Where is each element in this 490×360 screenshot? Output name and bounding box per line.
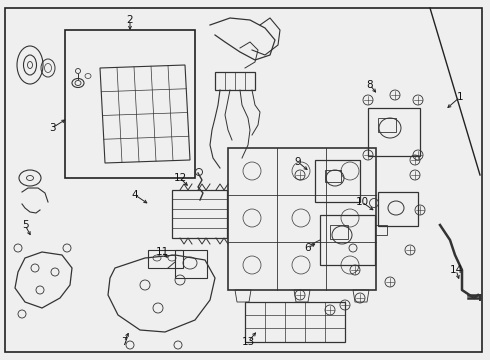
Bar	[175, 250, 207, 278]
Text: 1: 1	[457, 92, 464, 102]
Text: 14: 14	[449, 265, 463, 275]
Text: 5: 5	[22, 220, 28, 230]
Bar	[368, 108, 420, 156]
Text: 11: 11	[155, 247, 169, 257]
Text: 2: 2	[127, 15, 133, 25]
Bar	[378, 118, 396, 132]
Bar	[228, 148, 376, 290]
Text: 4: 4	[132, 190, 138, 200]
Bar	[172, 190, 227, 238]
Bar	[315, 160, 360, 202]
Bar	[378, 192, 418, 226]
Text: 8: 8	[367, 80, 373, 90]
Bar	[215, 72, 255, 90]
Bar	[330, 225, 348, 239]
Bar	[65, 30, 195, 178]
Bar	[325, 170, 341, 182]
Text: 7: 7	[121, 337, 127, 347]
Text: 3: 3	[49, 123, 55, 133]
Text: 9: 9	[294, 157, 301, 167]
Bar	[375, 225, 387, 235]
Text: 6: 6	[305, 243, 311, 253]
Text: 10: 10	[355, 197, 368, 207]
Text: 13: 13	[242, 337, 255, 347]
Bar	[148, 250, 183, 268]
Bar	[245, 302, 345, 342]
Bar	[320, 215, 375, 265]
Text: 12: 12	[173, 173, 187, 183]
